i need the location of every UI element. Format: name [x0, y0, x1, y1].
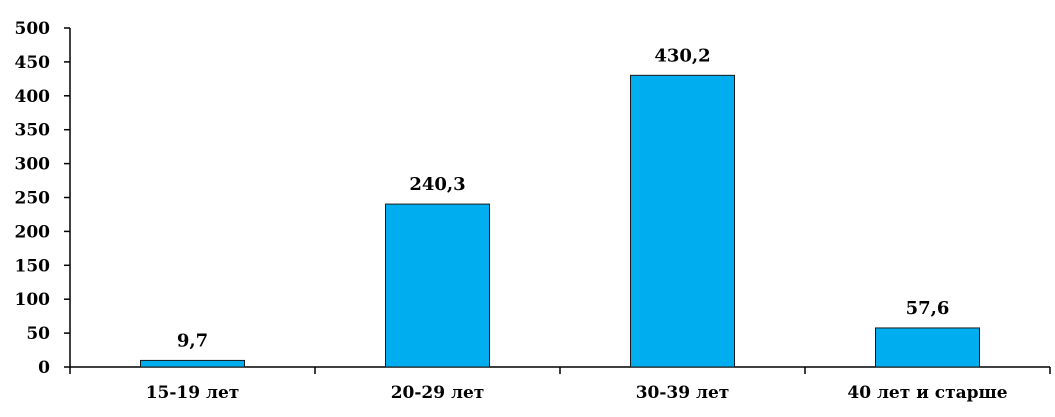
y-tick-label: 350 [15, 121, 51, 141]
bar [385, 203, 490, 368]
y-tick-label: 500 [15, 19, 51, 39]
bars [140, 74, 980, 368]
y-tick-label: 200 [15, 222, 51, 242]
x-category-label: 30-39 лет [636, 383, 730, 403]
data-value-label: 57,6 [906, 298, 950, 319]
y-tick-label: 250 [15, 189, 51, 209]
y-tick-label: 100 [15, 290, 51, 310]
x-category-label: 15-19 лет [146, 383, 240, 403]
y-tick-label: 300 [15, 155, 51, 175]
bar [875, 327, 980, 368]
data-value-label: 240,3 [409, 174, 465, 195]
y-tick-label: 50 [26, 324, 50, 344]
data-value-label: 9,7 [177, 330, 208, 351]
bar [630, 74, 735, 368]
y-tick-label: 0 [38, 358, 50, 378]
data-value-label: 430,2 [654, 45, 710, 66]
bar [140, 359, 245, 368]
data-labels: 9,7 240,3 430,2 57,6 [177, 45, 950, 351]
y-tick-label: 400 [15, 87, 51, 107]
y-tick-label: 450 [15, 53, 51, 73]
x-category-label: 40 лет и старше [847, 383, 1007, 403]
axes: 0 50 100 150 200 250 300 350 400 450 500 15-19 лет 2… [15, 19, 1051, 403]
x-category-label: 20-29 лет [391, 383, 485, 403]
y-tick-label: 150 [15, 256, 51, 276]
